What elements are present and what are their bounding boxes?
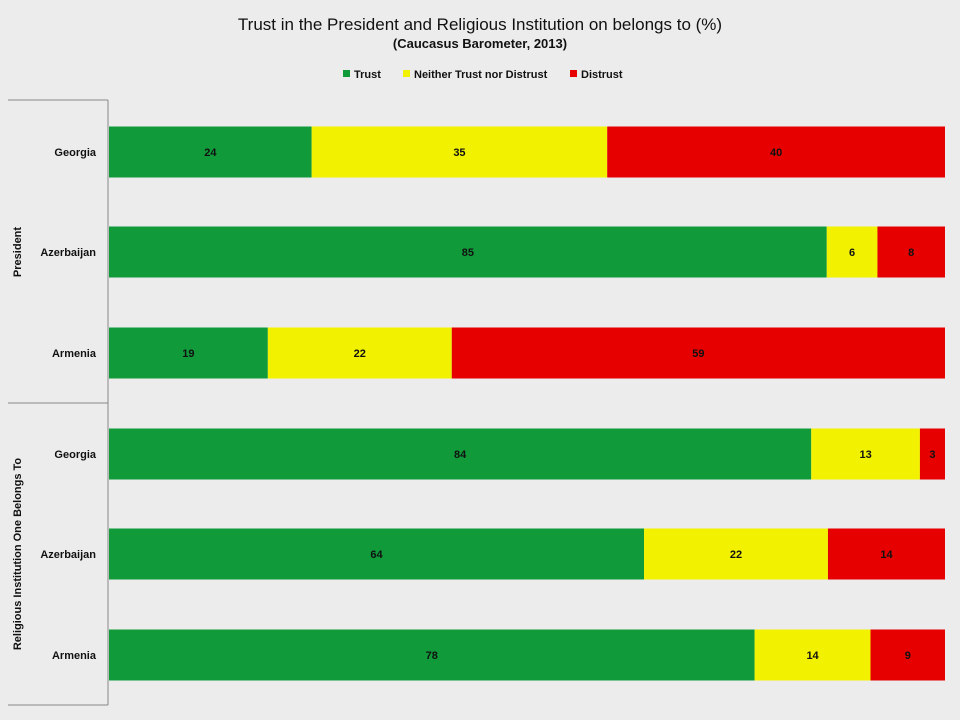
bar-row4-series1 bbox=[109, 428, 812, 480]
data-label-row6-series3: 9 bbox=[905, 650, 911, 662]
category-label-4: Georgia bbox=[54, 449, 96, 461]
data-label-row2-series2: 6 bbox=[849, 247, 855, 259]
category-label-2: Azerbaijan bbox=[40, 247, 96, 259]
bar-row5-series2 bbox=[644, 528, 828, 580]
legend: Trust Neither Trust nor Distrust Distrust bbox=[343, 69, 623, 81]
data-label-row5-series2: 22 bbox=[730, 549, 742, 561]
data-label-row3-series1: 19 bbox=[182, 348, 194, 360]
legend-label-3: Distrust bbox=[581, 69, 623, 81]
chart-subtitle: (Caucasus Barometer, 2013) bbox=[393, 36, 567, 51]
data-label-row5-series1: 64 bbox=[370, 549, 383, 561]
bar-row4-series2 bbox=[811, 428, 920, 480]
bar-row1-series2 bbox=[311, 126, 608, 178]
bar-row3-series1 bbox=[109, 327, 268, 379]
data-label-row1-series1: 24 bbox=[204, 147, 217, 159]
group-label-president: President bbox=[12, 227, 24, 277]
bar-row5-series3 bbox=[827, 528, 945, 580]
bar-row2-series2 bbox=[826, 226, 878, 278]
legend-label-2: Neither Trust nor Distrust bbox=[414, 69, 548, 81]
bar-row3-series3 bbox=[451, 327, 945, 379]
group-labels: President Religious Institution One Belo… bbox=[12, 227, 24, 651]
bars: 24 35 40 85 6 8 19 22 59 84 13 3 64 22 14 78 14 9 bbox=[109, 126, 945, 681]
data-label-row3-series3: 59 bbox=[692, 348, 704, 360]
bar-row6-series2 bbox=[754, 629, 871, 681]
legend-swatch-1 bbox=[343, 70, 350, 77]
category-label-6: Armenia bbox=[52, 650, 97, 662]
data-label-row3-series2: 22 bbox=[354, 348, 366, 360]
data-label-row6-series1: 78 bbox=[426, 650, 438, 662]
category-label-3: Armenia bbox=[52, 348, 97, 360]
bar-row4-series3 bbox=[919, 428, 945, 480]
data-label-row2-series3: 8 bbox=[908, 247, 914, 259]
bar-row1-series3 bbox=[607, 126, 945, 178]
bar-row1-series1 bbox=[109, 126, 312, 178]
data-label-row4-series2: 13 bbox=[859, 449, 871, 461]
data-label-row1-series2: 35 bbox=[453, 147, 465, 159]
legend-label-1: Trust bbox=[354, 69, 381, 81]
legend-swatch-2 bbox=[403, 70, 410, 77]
group-label-religious-institution: Religious Institution One Belongs To bbox=[12, 458, 24, 651]
data-label-row1-series3: 40 bbox=[770, 147, 782, 159]
data-label-row2-series1: 85 bbox=[462, 247, 474, 259]
bar-row3-series2 bbox=[267, 327, 452, 379]
data-label-row5-series3: 14 bbox=[880, 549, 893, 561]
bar-row2-series3 bbox=[877, 226, 945, 278]
bar-row6-series3 bbox=[870, 629, 945, 681]
axes bbox=[8, 99, 109, 706]
legend-swatch-3 bbox=[570, 70, 577, 77]
category-label-5: Azerbaijan bbox=[40, 549, 96, 561]
chart-title: Trust in the President and Religious Ins… bbox=[238, 15, 722, 34]
bar-row2-series1 bbox=[109, 226, 827, 278]
category-labels: Georgia Azerbaijan Armenia Georgia Azerbaija… bbox=[40, 147, 97, 662]
category-label-1: Georgia bbox=[54, 147, 96, 159]
data-label-row6-series2: 14 bbox=[806, 650, 819, 662]
data-label-row4-series1: 84 bbox=[454, 449, 467, 461]
bar-row6-series1 bbox=[109, 629, 755, 681]
data-label-row4-series3: 3 bbox=[929, 449, 935, 461]
bar-row5-series1 bbox=[109, 528, 645, 580]
